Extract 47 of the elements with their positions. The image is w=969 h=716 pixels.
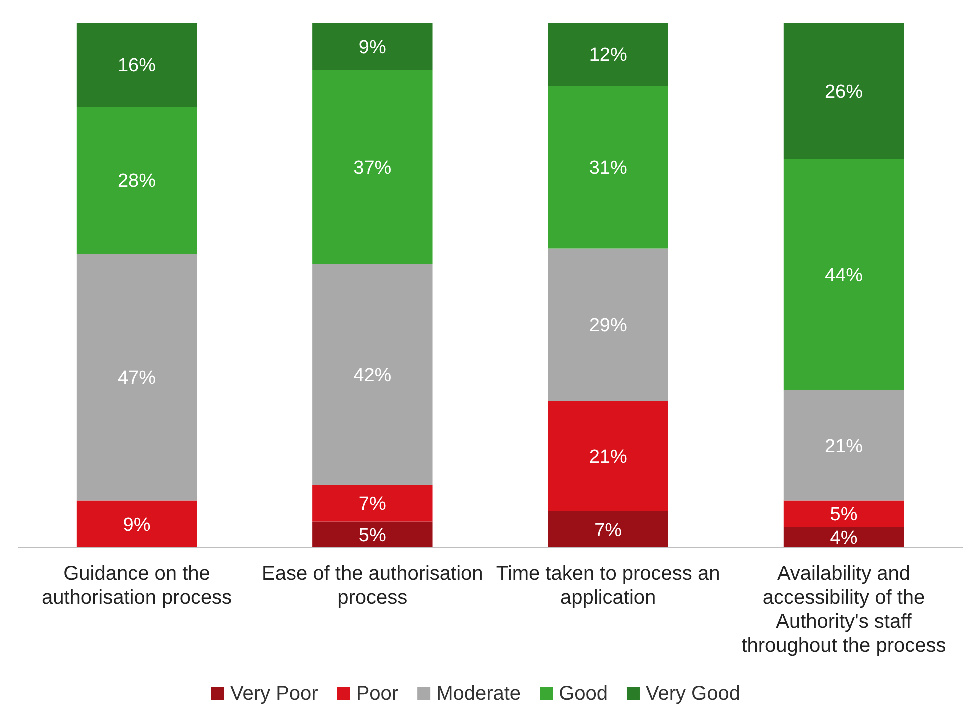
x-tick-label: Guidance on the authorisation process [42, 563, 232, 609]
data-label: 4% [830, 528, 858, 550]
data-label: 7% [594, 520, 622, 542]
bar [784, 527, 904, 548]
data-label: 44% [824, 266, 864, 287]
bar [312, 70, 433, 264]
legend-label: Very Poor [230, 683, 319, 705]
data-label: 47% [118, 368, 156, 390]
data-label: 9% [358, 37, 386, 58]
legend-label: Poor [356, 683, 399, 705]
data-label: 31% [589, 158, 628, 180]
data-label: 28% [118, 171, 156, 192]
data-label: 5% [830, 504, 858, 526]
data-label: 9% [123, 515, 151, 536]
bar [784, 23, 904, 160]
legend-label: Very Good [646, 683, 741, 705]
x-tick-label: Availability and accessibility of the Authority's staff throughout the process [742, 563, 946, 657]
data-label: 16% [118, 56, 156, 77]
legend-label: Moderate [436, 683, 522, 705]
bar [548, 86, 668, 249]
data-label: 12% [589, 45, 628, 66]
bar [548, 248, 668, 401]
data-label: 7% [358, 494, 386, 516]
data-label: 5% [358, 526, 386, 547]
bar [312, 485, 433, 522]
x-tick-label: Ease of the authorisation process [262, 563, 484, 609]
bar [76, 23, 198, 107]
bar [784, 160, 904, 390]
bar [548, 511, 668, 548]
bar [76, 500, 198, 548]
legend-label: Good [559, 683, 608, 705]
bar [76, 254, 198, 501]
data-label: 21% [589, 446, 628, 468]
bar [784, 500, 904, 527]
data-label: 29% [589, 316, 628, 337]
bar [548, 23, 668, 86]
data-label: 26% [824, 82, 864, 103]
data-label: 37% [354, 158, 392, 180]
bar [784, 390, 904, 501]
bar [312, 522, 433, 548]
data-label: 21% [824, 436, 864, 458]
x-tick-label: Time taken to process an application [496, 563, 720, 609]
bar [548, 401, 668, 512]
data-label: 42% [354, 365, 392, 386]
bar [76, 107, 198, 254]
bar [312, 264, 433, 485]
bar [312, 23, 433, 70]
